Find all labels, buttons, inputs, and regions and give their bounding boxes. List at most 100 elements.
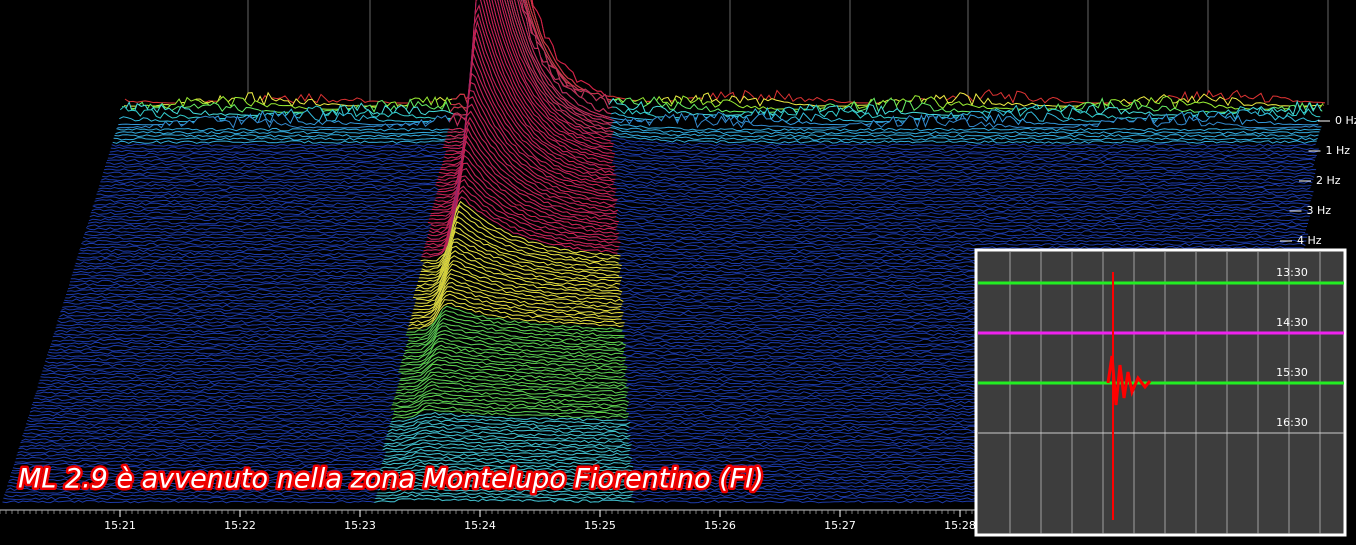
spectrum-row (88, 121, 1309, 222)
row-fill (17, 446, 1282, 457)
spectrum-row (89, 116, 1310, 219)
quake-ridge (415, 250, 620, 293)
time-label: 15:22 (224, 519, 256, 532)
time-label: 15:28 (944, 519, 976, 532)
quake-ridge (414, 273, 623, 308)
quake-ridge (390, 415, 631, 426)
row-fill (8, 478, 1278, 488)
spectrum-row (95, 72, 1312, 200)
spectrum-row (83, 162, 1308, 240)
quake-ridge (374, 498, 635, 503)
quake-ridge (399, 351, 628, 371)
row-fill (14, 456, 1281, 466)
spectrum-row (96, 60, 1313, 197)
inset-time-label: 16:30 (1276, 416, 1308, 429)
spectrum-row (110, 0, 1319, 151)
inset-frame (974, 248, 1347, 537)
frequency-label: 0 Hz (1335, 114, 1356, 127)
spectrum-row (100, 29, 1313, 185)
quake-ridge (391, 411, 628, 423)
quake-ridge (389, 419, 630, 429)
row-fill (123, 0, 1325, 113)
quake-ridge (393, 388, 626, 401)
time-label: 15:23 (344, 519, 376, 532)
spectrum-row (112, 0, 1317, 144)
quake-ridge (401, 340, 627, 361)
frequency-label: 3 Hz (1307, 204, 1332, 217)
row-fill (22, 430, 1284, 441)
quake-ridge (394, 384, 627, 398)
quake-ridge (384, 435, 629, 445)
quake-burst (1106, 355, 1152, 406)
spectrum-row (106, 0, 1316, 163)
row-fill (32, 393, 1288, 407)
quake-ridge (408, 313, 625, 339)
quake-ridge (378, 471, 631, 478)
row-fill (13, 459, 1281, 469)
time-label: 15:26 (704, 519, 736, 532)
spectrum-row (104, 0, 1317, 172)
spectrum-row (97, 53, 1314, 194)
spectrum-row (93, 89, 1310, 206)
quake-ridge (428, 148, 618, 234)
spectrum-row (105, 0, 1315, 166)
quake-ridge (395, 381, 628, 395)
spectrum-row (98, 43, 1311, 191)
row-fill (62, 273, 1300, 311)
quake-ridge (401, 359, 626, 375)
row-fill (20, 435, 1283, 447)
spectrum-row (92, 96, 1309, 209)
quake-ridge (419, 227, 620, 276)
quake-ridge (407, 317, 624, 343)
quake-ridge (381, 459, 631, 466)
spectrum-row (90, 110, 1311, 216)
quake-ridge (405, 309, 622, 336)
quake-ridge (405, 325, 627, 348)
row-fill (40, 364, 1291, 382)
quake-ridge (400, 348, 625, 367)
spectrum-row (114, 0, 1319, 138)
row-fill (124, 0, 1325, 110)
quake-ridge (382, 455, 631, 463)
frequency-axis: 0 Hz 1 Hz 2 Hz 3 Hz 4 Hz (1280, 114, 1356, 247)
quake-ridge (416, 241, 622, 287)
quake-ridge (422, 210, 619, 268)
row-fill (11, 465, 1280, 475)
quake-ridge (412, 281, 621, 314)
quake-ridge (417, 238, 622, 283)
quake-ridge (406, 322, 624, 346)
spectrum-row (123, 0, 1324, 111)
quake-ridge (400, 363, 625, 380)
quake-ridge (404, 329, 626, 352)
row-fill (37, 374, 1290, 392)
spectrum-row (124, 0, 1326, 104)
quake-ridge (393, 402, 627, 413)
spectrum-row (103, 4, 1316, 175)
spectrum-row (84, 154, 1309, 237)
row-fill (29, 405, 1287, 420)
spectrum-row (99, 36, 1312, 188)
quake-ridge (385, 445, 630, 453)
quake-ridge (415, 245, 621, 290)
quake-ridge (421, 215, 622, 271)
quake-ridge (402, 337, 624, 358)
spectrum-row (104, 0, 1314, 169)
quake-ridge (418, 230, 620, 279)
quake-ridge (416, 263, 621, 302)
quake-ridge (377, 474, 634, 482)
quake-ridge (376, 477, 633, 485)
row-fill (27, 412, 1286, 426)
inset-time-label: 15:30 (1276, 366, 1308, 379)
quake-ridge (401, 344, 626, 364)
frequency-label: 1 Hz (1326, 144, 1351, 157)
spectrum-row (94, 81, 1311, 203)
quake-ridge (408, 299, 625, 327)
frequency-label: 2 Hz (1316, 174, 1341, 187)
quake-ridge (398, 356, 627, 373)
quake-ridge (415, 268, 624, 304)
quake-ridge (383, 452, 632, 460)
quake-ridge (378, 468, 632, 476)
spectrum-row (91, 103, 1308, 213)
quake-ridge (379, 464, 633, 472)
